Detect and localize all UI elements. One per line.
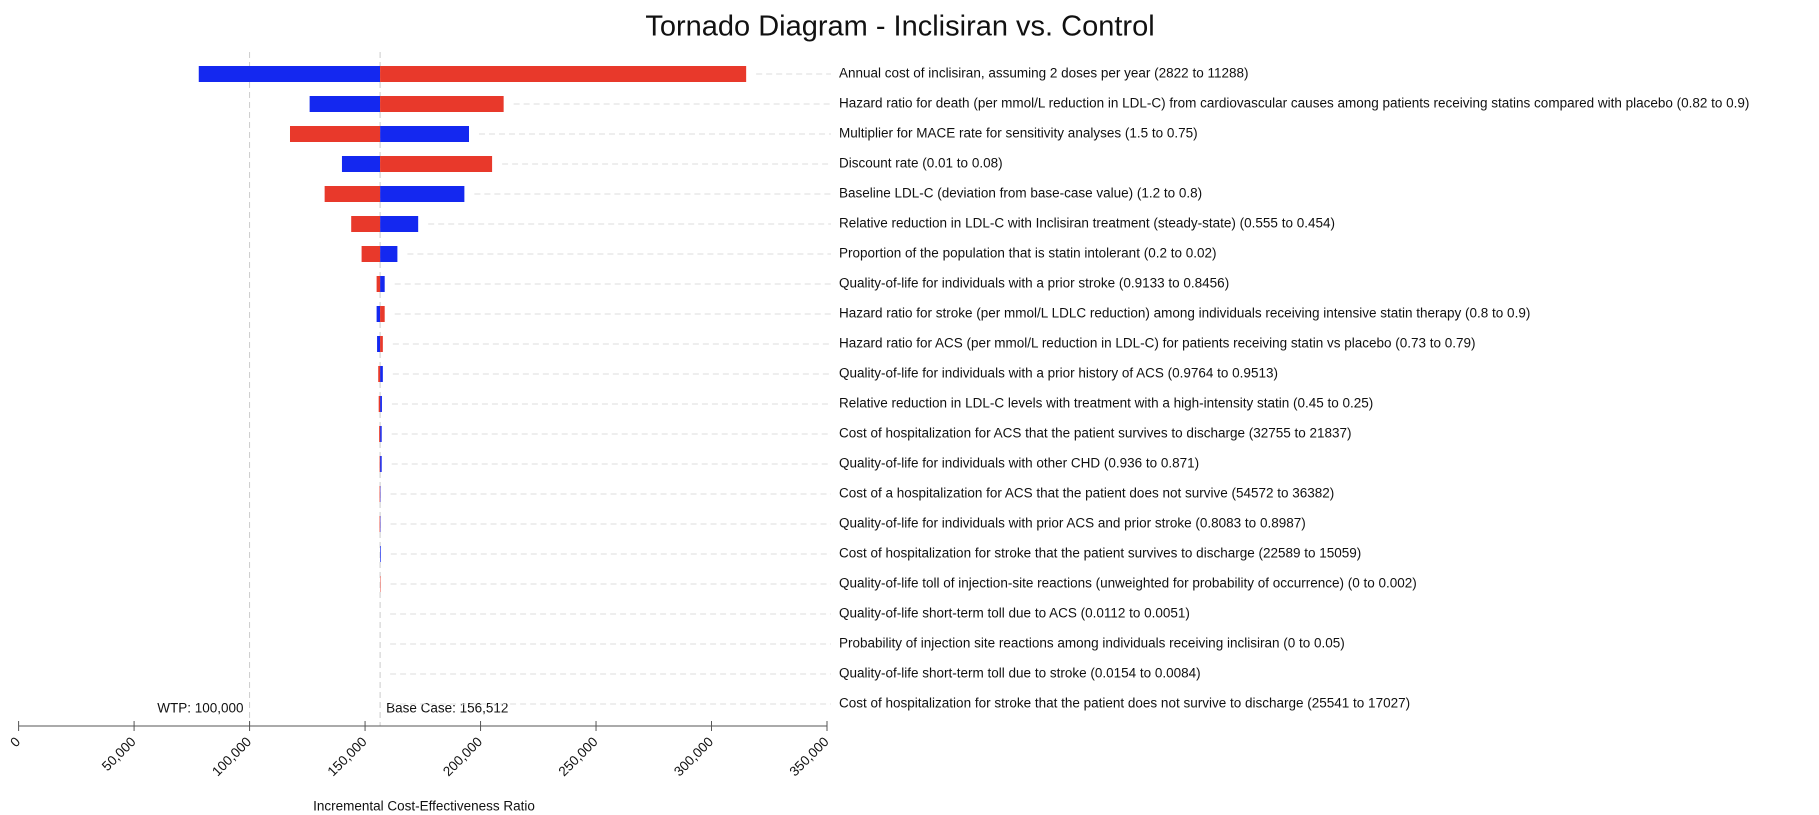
- bar: [380, 396, 382, 412]
- row-label: Annual cost of inclisiran, assuming 2 do…: [839, 66, 1248, 81]
- bar: [380, 456, 382, 472]
- bar: [380, 546, 381, 562]
- bar: [380, 96, 504, 112]
- x-axis-label: Incremental Cost-Effectiveness Ratio: [313, 799, 535, 814]
- row-label: Multiplier for MACE rate for sensitivity…: [839, 126, 1198, 141]
- row-label: Quality-of-life short-term toll due to A…: [839, 606, 1190, 621]
- row-label: Probability of injection site reactions …: [839, 636, 1345, 651]
- x-tick-label: 250,000: [556, 734, 601, 779]
- row-label: Quality-of-life for individuals with pri…: [839, 516, 1306, 531]
- bar: [380, 126, 469, 142]
- bar: [380, 276, 385, 292]
- row-label: Cost of hospitalization for stroke that …: [839, 546, 1361, 561]
- row-label: Discount rate (0.01 to 0.08): [839, 156, 1003, 171]
- row-label: Quality-of-life for individuals with a p…: [839, 366, 1278, 381]
- wtp-label: WTP: 100,000: [157, 701, 243, 716]
- row-label: Relative reduction in LDL-C with Inclisi…: [839, 216, 1335, 231]
- row-label: Proportion of the population that is sta…: [839, 246, 1217, 261]
- bar: [351, 216, 381, 232]
- x-tick-label: 200,000: [440, 734, 485, 779]
- bar: [380, 426, 382, 442]
- row-label: Relative reduction in LDL-C levels with …: [839, 396, 1373, 411]
- bar: [380, 246, 398, 262]
- row-label: Baseline LDL-C (deviation from base-case…: [839, 186, 1202, 201]
- bar: [380, 336, 383, 352]
- row-label: Quality-of-life toll of injection-site r…: [839, 576, 1417, 591]
- chart-title: Tornado Diagram - Inclisiran vs. Control: [645, 11, 1154, 43]
- bar: [376, 276, 381, 292]
- base-case-label: Base Case: 156,512: [386, 701, 508, 716]
- bar: [377, 336, 381, 352]
- x-tick-label: 150,000: [325, 734, 370, 779]
- row-label: Cost of hospitalization for stroke that …: [839, 696, 1410, 711]
- bar: [380, 186, 465, 202]
- bar: [198, 66, 381, 82]
- bar: [361, 246, 381, 262]
- bar: [380, 156, 493, 172]
- bar: [376, 306, 381, 322]
- bar: [380, 306, 385, 322]
- bar: [309, 96, 381, 112]
- bar: [380, 366, 383, 382]
- bar: [378, 366, 381, 382]
- row-label: Quality-of-life short-term toll due to s…: [839, 666, 1201, 681]
- row-label: Hazard ratio for death (per mmol/L reduc…: [839, 96, 1749, 111]
- x-tick-label: 300,000: [671, 734, 716, 779]
- x-tick-label: 350,000: [787, 734, 832, 779]
- row-label: Cost of a hospitalization for ACS that t…: [839, 486, 1334, 501]
- row-label: Hazard ratio for ACS (per mmol/L reducti…: [839, 336, 1476, 351]
- x-tick-label: 0: [7, 734, 23, 750]
- bar: [289, 126, 381, 142]
- bar: [378, 396, 381, 412]
- row-label: Cost of hospitalization for ACS that the…: [839, 426, 1352, 441]
- bar: [379, 426, 381, 442]
- x-tick-label: 50,000: [99, 734, 139, 774]
- row-label: Quality-of-life for individuals with a p…: [839, 276, 1229, 291]
- bar: [324, 186, 381, 202]
- bar: [341, 156, 381, 172]
- x-tick-label: 100,000: [209, 734, 254, 779]
- bar: [380, 216, 419, 232]
- row-label: Quality-of-life for individuals with oth…: [839, 456, 1199, 471]
- row-label: Hazard ratio for stroke (per mmol/L LDLC…: [839, 306, 1530, 321]
- bar: [380, 66, 747, 82]
